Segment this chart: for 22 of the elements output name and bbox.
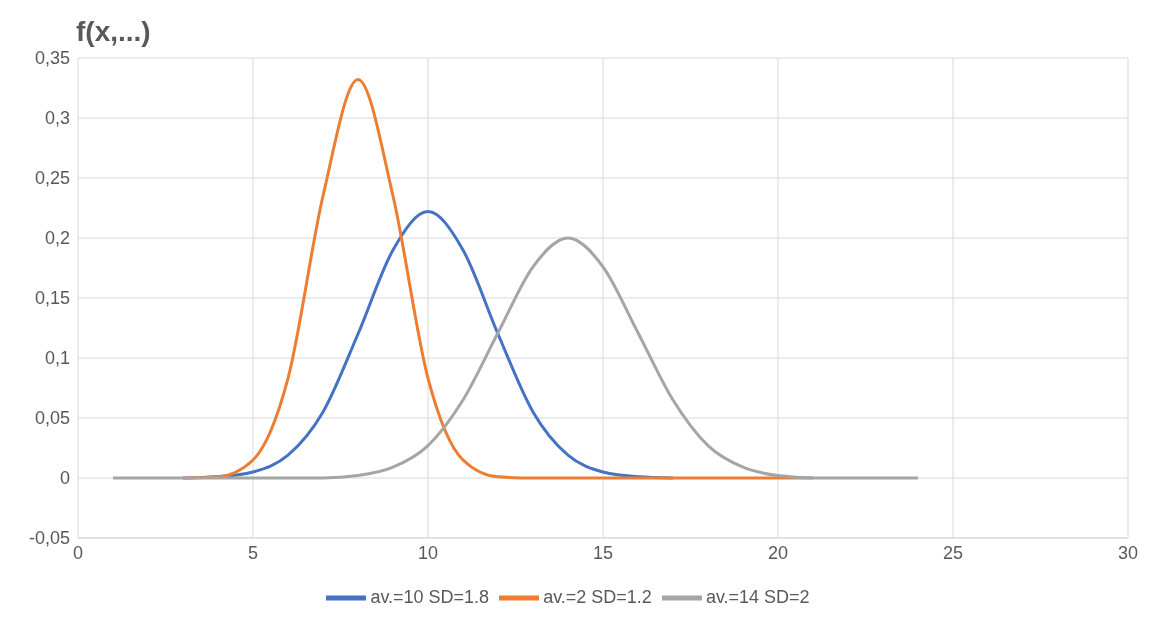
y-tick-label: 0 bbox=[59, 468, 70, 489]
legend-label: av.=14 SD=2 bbox=[705, 586, 810, 607]
legend-label: av.=2 SD=1.2 bbox=[543, 586, 652, 607]
y-tick-label: 0,1 bbox=[44, 348, 70, 369]
y-tick-label: 0,2 bbox=[44, 228, 70, 249]
y-axis-title: f(x,...) bbox=[76, 16, 151, 48]
line-series bbox=[111, 236, 920, 480]
x-tick-label: 15 bbox=[592, 542, 614, 563]
y-tick-label: 0,15 bbox=[34, 288, 70, 309]
y-tick-label: -0,05 bbox=[28, 528, 70, 549]
x-tick-label: 0 bbox=[72, 542, 84, 563]
x-tick-label: 20 bbox=[767, 542, 789, 563]
line-series bbox=[181, 78, 815, 480]
x-tick-label: 25 bbox=[942, 542, 964, 563]
y-tick-label: 0,35 bbox=[34, 48, 70, 69]
y-tick-label: 0,3 bbox=[44, 108, 70, 129]
x-tick-label: 5 bbox=[247, 542, 259, 563]
y-tick-label: 0,25 bbox=[34, 168, 70, 189]
legend-label: av.=10 SD=1.8 bbox=[370, 586, 490, 607]
x-tick-label: 30 bbox=[1117, 542, 1139, 563]
x-tick-label: 10 bbox=[417, 542, 439, 563]
y-tick-label: 0,05 bbox=[34, 408, 70, 429]
